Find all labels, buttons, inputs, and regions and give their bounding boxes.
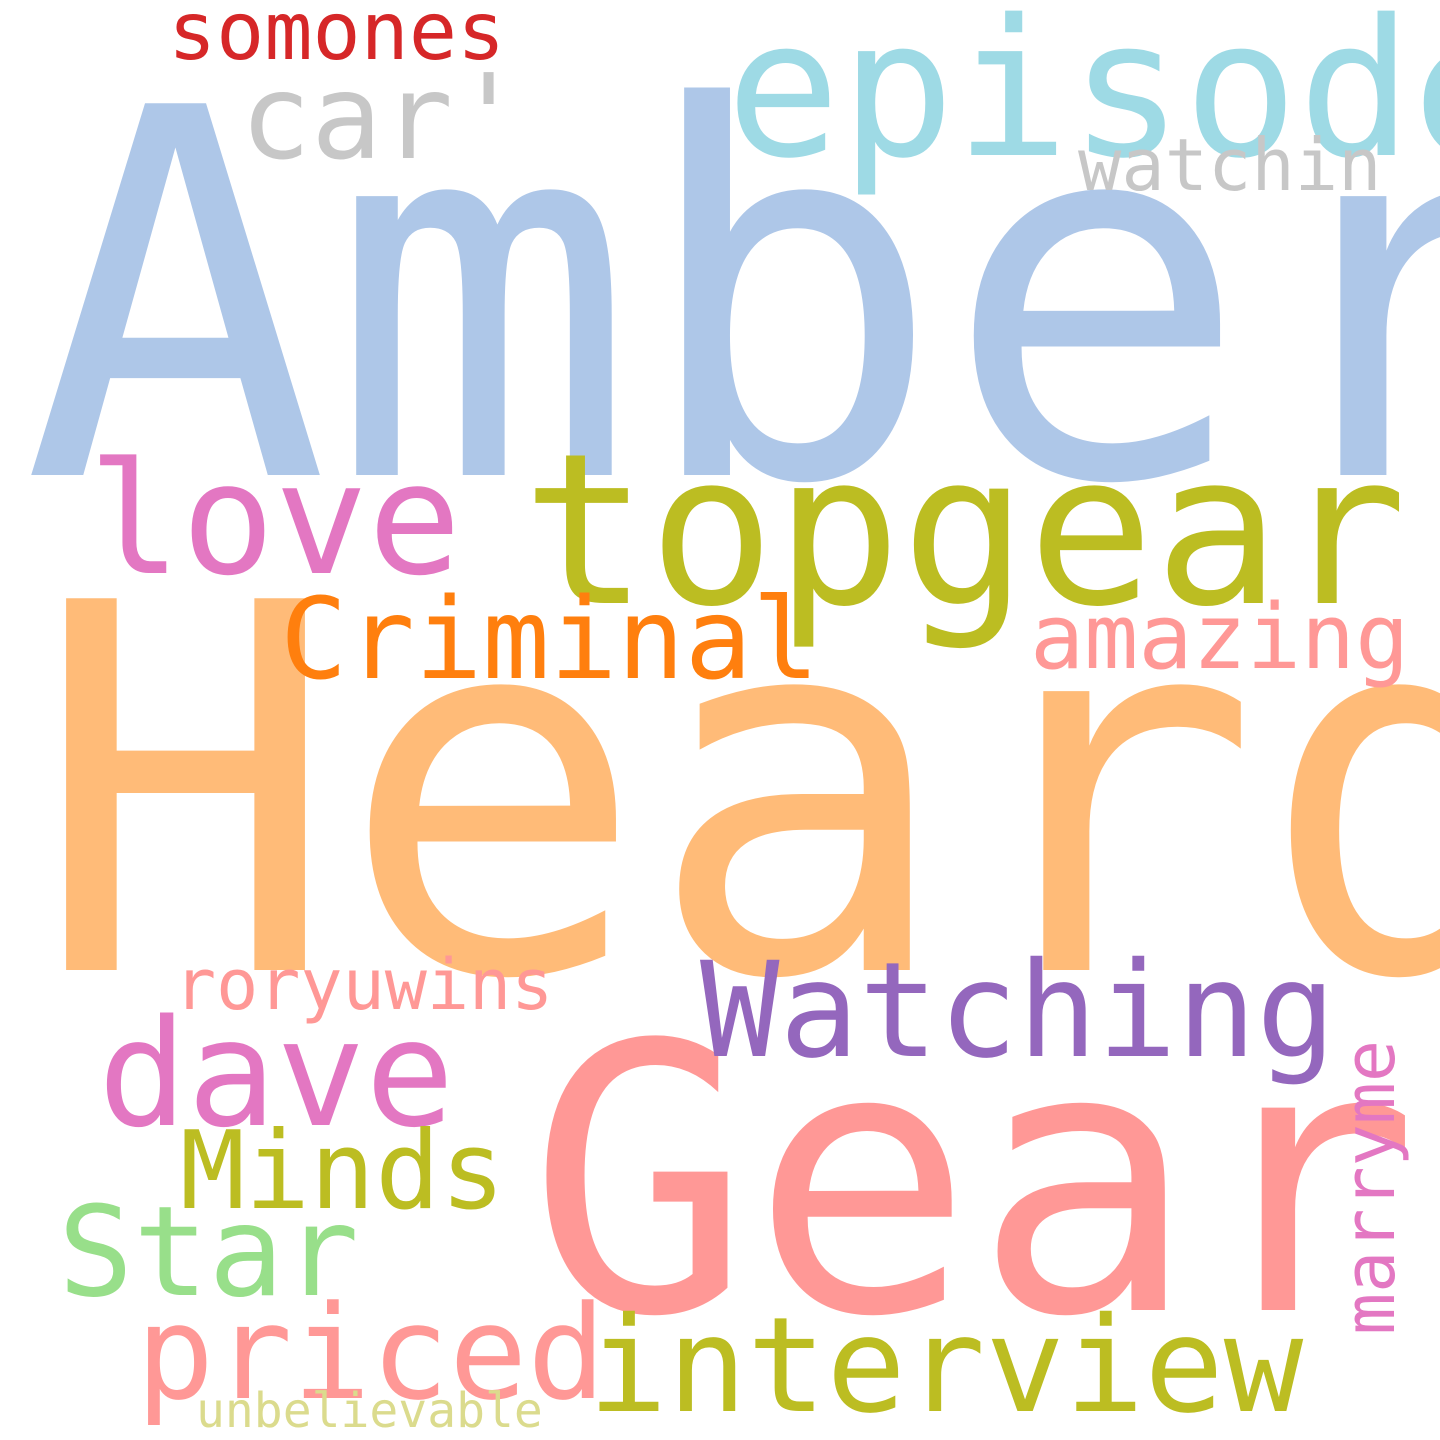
word-priced: priced <box>136 1277 606 1429</box>
word-dave: dave <box>98 988 455 1160</box>
word-amber: Amber <box>22 3 1440 596</box>
word-watching: Watching <box>700 934 1336 1088</box>
word-gear: Gear <box>528 968 1420 1398</box>
word-heard: Heard <box>32 498 1440 1091</box>
word-star: Star <box>58 1180 360 1325</box>
word-interview: interview <box>588 1289 1304 1440</box>
word-roryuwins: roryuwins <box>174 944 554 1026</box>
word-criminal: Criminal <box>280 575 820 705</box>
word-episode: episode <box>726 0 1440 200</box>
word-somones: somones <box>168 0 506 78</box>
word-amazing: amazing <box>1030 585 1410 690</box>
word-watchin: watchin <box>1078 123 1382 207</box>
word-car: car' <box>240 48 525 186</box>
word-love: love <box>88 429 462 610</box>
word-minds: Minds <box>180 1109 506 1234</box>
word-marryme: marryme <box>1329 1039 1411 1335</box>
word-unbelievable: unbelievable <box>196 1383 543 1439</box>
word-topgear: topgear <box>522 408 1408 653</box>
